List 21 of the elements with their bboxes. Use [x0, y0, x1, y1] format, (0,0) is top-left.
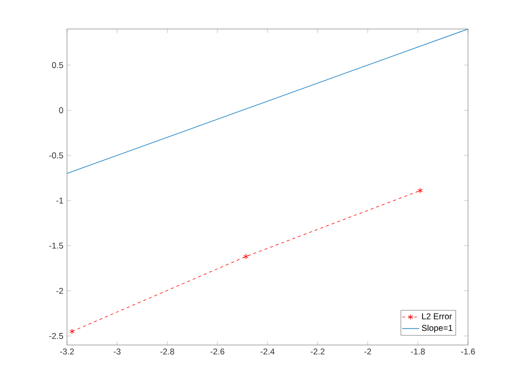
y-tick-label: -1.5	[49, 242, 64, 249]
x-tick-label: -1.6	[461, 348, 475, 355]
x-tick-label: -3	[114, 348, 121, 355]
legend-label: Slope=1	[422, 324, 452, 333]
y-tick-label: 0	[59, 107, 64, 114]
x-tick-label: -1.8	[410, 348, 425, 355]
x-tick-label: -2	[364, 348, 372, 354]
point	[69, 328, 75, 334]
x-tick-label: -3.2	[60, 348, 74, 355]
legend-label: L2 Error	[422, 313, 452, 320]
y-tick-label: -1	[56, 198, 64, 204]
x-tick-label: -2.4	[260, 348, 275, 354]
y-tick-label: -0.5	[49, 152, 64, 158]
x-tick-label: -2.8	[160, 348, 174, 355]
y-tick-label: -2.5	[49, 332, 64, 339]
point	[418, 188, 423, 194]
y-tick-label: 0.5	[52, 62, 64, 68]
x-tick-label: -2.2	[310, 348, 324, 354]
y-tick-label: -2	[56, 288, 64, 294]
x-tick-label: -2.6	[210, 348, 224, 355]
point	[243, 254, 248, 260]
